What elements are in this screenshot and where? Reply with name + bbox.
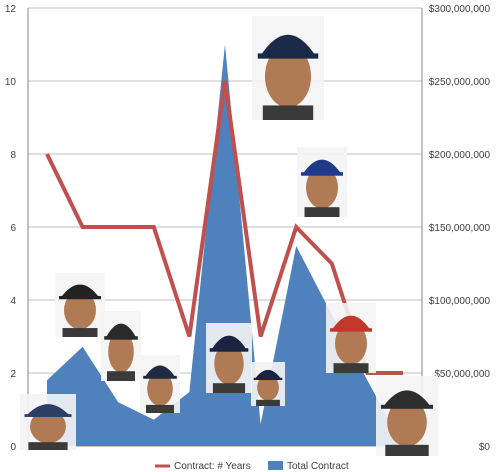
y-tick-label: 8 [10, 150, 16, 161]
y2-tick-label: $250,000,000 [429, 77, 491, 88]
legend-swatch-total [268, 461, 283, 470]
y-tick-label: 4 [10, 296, 16, 307]
y-tick-label: 10 [5, 77, 17, 88]
legend-label-years: Contract: # Years [174, 461, 251, 472]
y-tick-label: 6 [10, 223, 16, 234]
y2-tick-label: $0 [479, 442, 491, 453]
series-line-contract-years [45, 80, 403, 375]
y2-tick-label: $200,000,000 [429, 150, 491, 161]
player-photo-8-icon [297, 147, 347, 217]
player-photo-5-icon [206, 323, 252, 393]
series-area-total-contract [47, 44, 403, 446]
y2-tick-label: $100,000,000 [429, 296, 491, 307]
player-photo-9-icon [326, 303, 376, 373]
y2-tick-label: $300,000,000 [429, 4, 491, 15]
y2-tick-label: $50,000,000 [434, 369, 490, 380]
y2-tick-label: $150,000,000 [429, 223, 491, 234]
legend-label-total: Total Contract [287, 461, 349, 472]
player-photo-3-icon [101, 311, 141, 381]
y-tick-label: 12 [5, 4, 17, 15]
player-photo-1-icon [20, 394, 76, 450]
player-photo-4-icon [140, 355, 180, 413]
player-photo-2-icon [55, 273, 105, 337]
player-photo-7-icon [252, 16, 324, 120]
y-tick-label: 0 [10, 442, 16, 453]
player-photo-6-icon [251, 362, 285, 406]
player-photo-10-icon [376, 376, 438, 456]
y-tick-label: 2 [10, 369, 16, 380]
